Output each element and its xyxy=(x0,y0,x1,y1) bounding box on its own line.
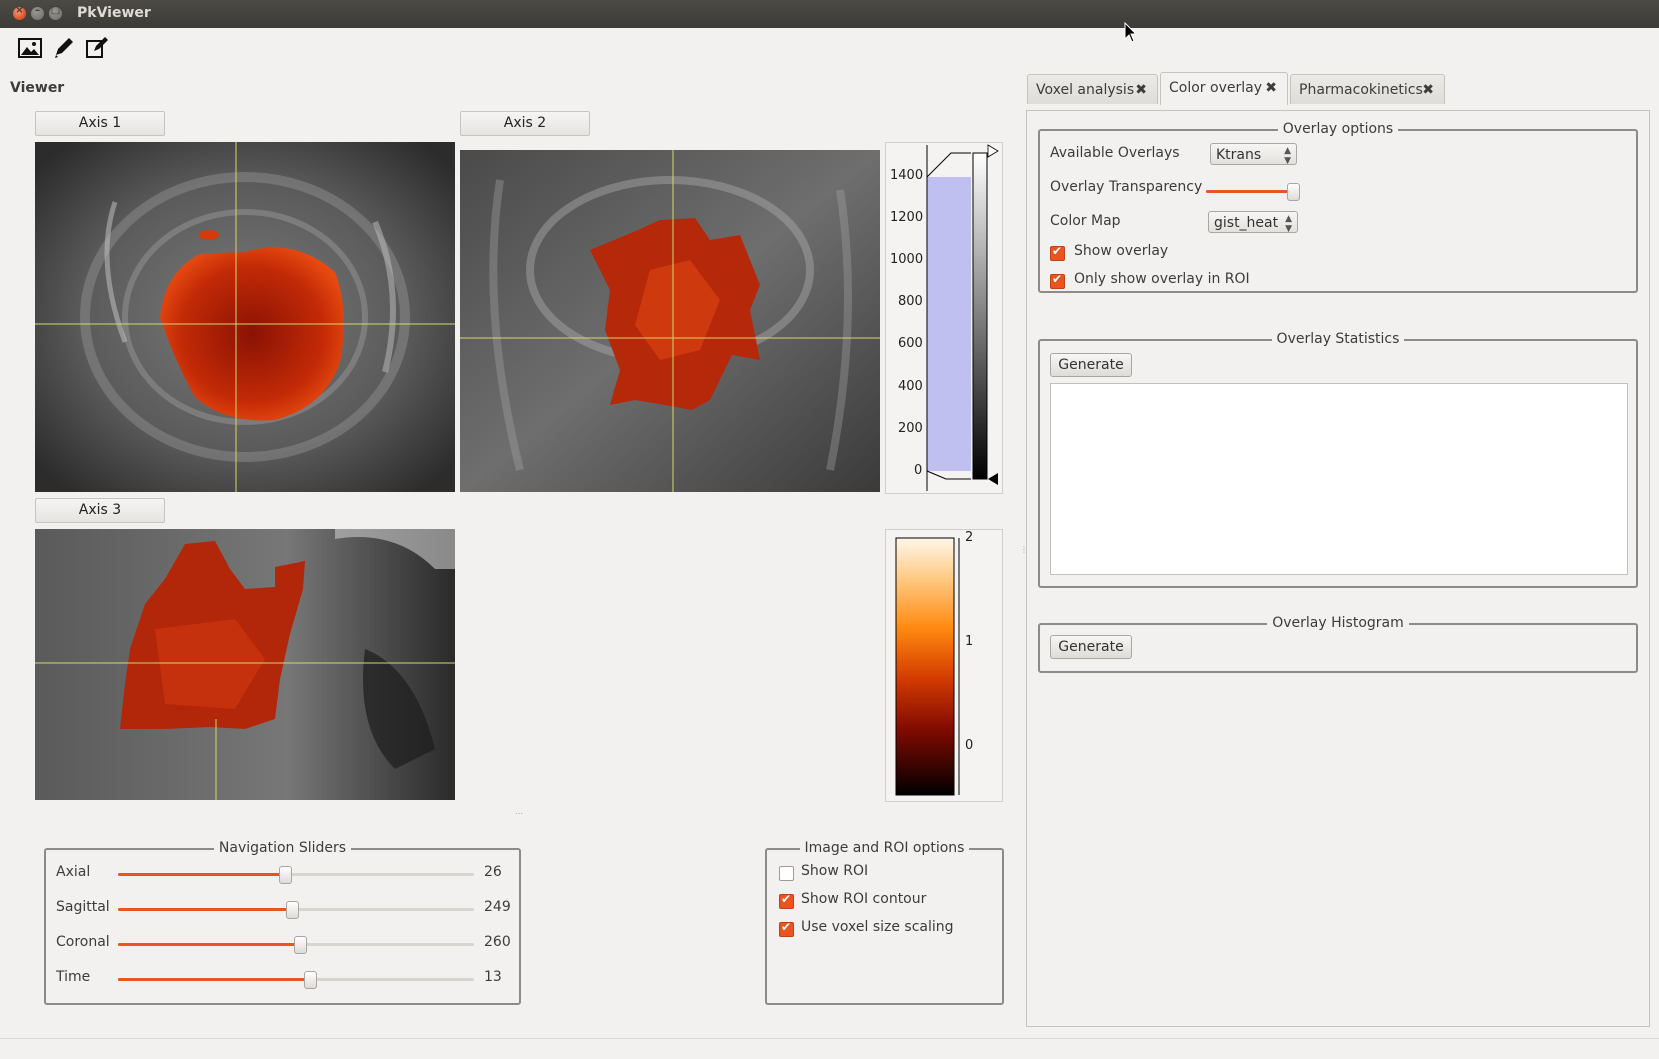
axial-slider[interactable] xyxy=(118,866,474,884)
spin-arrows-icon: ▲ ▼ xyxy=(1284,146,1291,166)
axis1-button[interactable]: Axis 1 xyxy=(35,111,165,136)
colorbar-tick: 1 xyxy=(965,634,974,649)
generate-histogram-button[interactable]: Generate xyxy=(1050,635,1132,659)
colorbar-tick: 0 xyxy=(965,738,974,753)
use-voxel-size-scaling-label: Use voxel size scaling xyxy=(801,919,954,935)
slider-handle[interactable] xyxy=(279,866,293,884)
show-roi-checkbox[interactable] xyxy=(779,866,794,881)
close-tab-icon[interactable]: ✖ xyxy=(1422,82,1434,98)
show-overlay-checkbox[interactable] xyxy=(1050,244,1065,261)
show-roi-contour-label: Show ROI contour xyxy=(801,891,927,907)
slider-label: Time xyxy=(56,969,91,985)
hist-tick: 800 xyxy=(898,294,923,309)
available-overlays-select[interactable]: Ktrans ▲ ▼ xyxy=(1210,143,1297,166)
maximize-window-button[interactable]: □ xyxy=(49,5,62,20)
show-roi-contour-checkbox[interactable] xyxy=(779,892,794,909)
generate-statistics-button[interactable]: Generate xyxy=(1050,353,1132,377)
slider-row-sagittal: Sagittal 249 xyxy=(56,897,511,921)
hist-tick: 200 xyxy=(898,421,923,436)
pencil-icon[interactable] xyxy=(51,36,77,60)
coronal-slider[interactable] xyxy=(118,936,474,954)
color-map-value: gist_heat xyxy=(1214,215,1279,231)
axis3-image-panel[interactable] xyxy=(35,529,455,800)
slider-value: 249 xyxy=(484,899,511,915)
splitter-handle[interactable]: ⋯ xyxy=(515,809,523,818)
axis2-button[interactable]: Axis 2 xyxy=(460,111,590,136)
intensity-histogram-panel[interactable]: 1400 1200 1000 800 600 400 200 0 xyxy=(885,142,1003,494)
hist-tick: 400 xyxy=(898,379,923,394)
sagittal-slider[interactable] xyxy=(118,901,474,919)
show-overlay-label: Show overlay xyxy=(1074,243,1169,259)
available-overlays-value: Ktrans xyxy=(1216,147,1262,163)
navigation-sliders-title: Navigation Sliders xyxy=(213,840,352,856)
axis1-image-panel[interactable] xyxy=(35,142,455,492)
hist-tick: 1000 xyxy=(890,252,924,267)
overlay-options-group: Overlay options Available Overlays Ktran… xyxy=(1038,121,1638,293)
close-tab-icon[interactable]: ✖ xyxy=(1135,82,1147,98)
slider-row-coronal: Coronal 260 xyxy=(56,932,511,956)
show-roi-label: Show ROI xyxy=(801,863,869,879)
tab-label: Voxel analysis xyxy=(1036,82,1135,98)
tab-label: Color overlay xyxy=(1169,80,1262,96)
overlay-options-title: Overlay options xyxy=(1277,121,1399,137)
slider-row-time: Time 13 xyxy=(56,967,506,991)
slider-handle[interactable] xyxy=(293,936,307,954)
navigation-sliders-group: Navigation Sliders Axial 26 Sagittal 249 Cor… xyxy=(44,840,521,1005)
time-slider[interactable] xyxy=(118,971,474,989)
image-roi-options-title: Image and ROI options xyxy=(799,840,970,856)
slider-value: 26 xyxy=(484,864,502,880)
slider-handle[interactable] xyxy=(286,901,300,919)
close-tab-icon[interactable]: ✖ xyxy=(1265,80,1277,96)
statistics-output-area[interactable] xyxy=(1050,383,1628,575)
hist-tick: 600 xyxy=(898,336,923,351)
hist-tick: 1200 xyxy=(890,210,924,225)
color-map-select[interactable]: gist_heat ▲ ▼ xyxy=(1208,211,1298,234)
tab-label: Pharmacokinetics xyxy=(1299,82,1423,98)
overlay-histogram-title: Overlay Histogram xyxy=(1267,615,1409,631)
slider-value: 260 xyxy=(484,934,511,950)
tab-pharmacokinetics[interactable]: Pharmacokinetics ✖ xyxy=(1290,74,1445,104)
overlay-statistics-group: Overlay Statistics Generate xyxy=(1038,331,1638,588)
use-voxel-size-scaling-checkbox[interactable] xyxy=(779,920,794,937)
tab-voxel-analysis[interactable]: Voxel analysis ✖ xyxy=(1027,74,1158,104)
axis3-button[interactable]: Axis 3 xyxy=(35,498,165,523)
overlay-transparency-slider[interactable] xyxy=(1206,179,1301,203)
mouse-cursor-icon xyxy=(1124,22,1138,43)
hist-tick: 1400 xyxy=(890,168,924,183)
slider-handle[interactable] xyxy=(1287,183,1301,201)
overlay-statistics-title: Overlay Statistics xyxy=(1271,331,1405,347)
status-bar xyxy=(0,1038,1659,1059)
colorbar-tick: 2 xyxy=(965,530,974,545)
edit-icon[interactable] xyxy=(84,36,110,60)
hist-tick: 0 xyxy=(914,463,923,478)
available-overlays-label: Available Overlays xyxy=(1050,145,1180,161)
overlay-histogram-group: Overlay Histogram Generate xyxy=(1038,615,1638,673)
spin-arrows-icon: ▲ ▼ xyxy=(1285,214,1292,234)
image-roi-options-group: Image and ROI options Show ROI Show ROI … xyxy=(765,840,1004,1005)
slider-row-axial: Axial 26 xyxy=(56,862,506,886)
close-window-button[interactable]: × xyxy=(13,5,26,20)
axis2-image-panel[interactable] xyxy=(460,150,880,492)
overlay-transparency-label: Overlay Transparency xyxy=(1050,179,1203,195)
image-icon[interactable] xyxy=(17,36,43,60)
slider-label: Sagittal xyxy=(56,899,110,915)
color-map-label: Color Map xyxy=(1050,213,1121,229)
slider-label: Coronal xyxy=(56,934,110,950)
viewer-label: Viewer xyxy=(10,80,65,96)
splitter-handle[interactable]: ⋮ xyxy=(1020,545,1028,554)
only-roi-checkbox[interactable] xyxy=(1050,272,1065,289)
only-roi-label: Only show overlay in ROI xyxy=(1074,271,1250,287)
slider-handle[interactable] xyxy=(304,971,318,989)
color-overlay-pane: Overlay options Available Overlays Ktran… xyxy=(1026,110,1650,1027)
slider-value: 13 xyxy=(484,969,502,985)
colorbar-panel: 2 1 0 xyxy=(885,529,1003,802)
title-bar: × – □ PkViewer xyxy=(0,0,1659,28)
slider-label: Axial xyxy=(56,864,91,880)
minimize-window-button[interactable]: – xyxy=(31,5,44,20)
window-title: PkViewer xyxy=(77,5,151,21)
tab-color-overlay[interactable]: Color overlay ✖ xyxy=(1160,72,1288,105)
